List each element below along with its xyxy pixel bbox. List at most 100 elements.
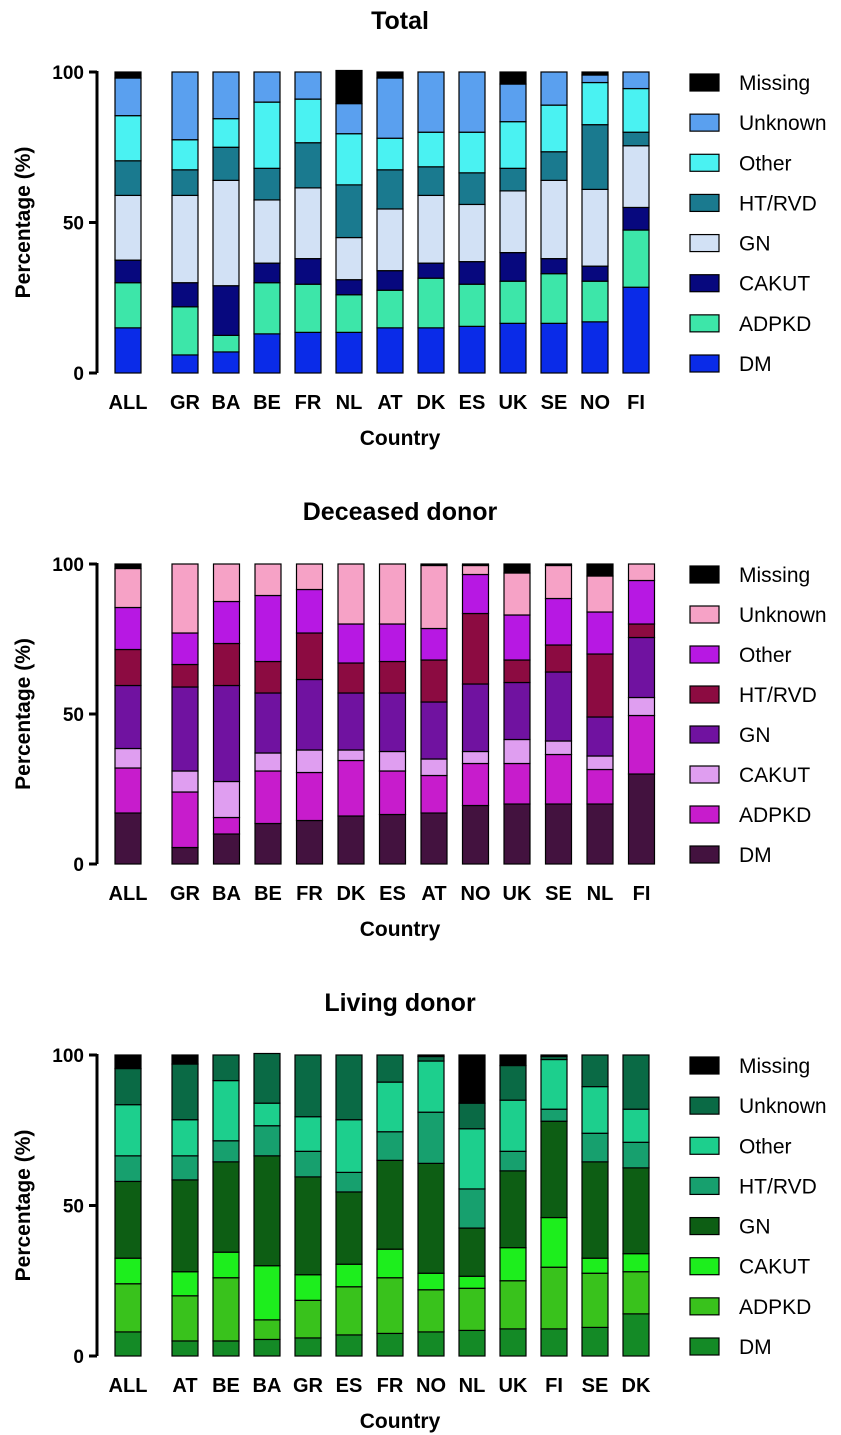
bar-segment-be-ht-rvd xyxy=(254,660,282,694)
bar-segment-ba-dm xyxy=(212,833,241,865)
bar-segment-all-ht-rvd xyxy=(114,648,142,687)
bar-segment-ba-unknown xyxy=(212,71,240,120)
bar-segment-ba-cakut xyxy=(212,285,240,336)
bar-segment-fr-dm xyxy=(294,331,322,374)
bar-segment-ba-ht-rvd xyxy=(212,146,240,181)
bar-segment-fr-dm xyxy=(295,819,324,865)
legend-label-missing: Missing xyxy=(739,72,810,95)
bar-segment-no-cakut xyxy=(461,750,490,765)
bar-segment-all-other xyxy=(114,115,142,162)
bar-segment-uk-ht-rvd xyxy=(499,167,527,192)
bar-segment-es-dm xyxy=(458,325,486,374)
x-tick-label-nl: NL xyxy=(587,883,614,905)
bar-segment-nl-dm xyxy=(586,803,614,865)
x-tick-label-nl: NL xyxy=(459,1375,486,1397)
bar-segment-at-cakut xyxy=(420,758,448,777)
bar-segment-at-ht-rvd xyxy=(420,659,448,703)
bar-segment-at-other xyxy=(171,1119,199,1157)
bar-segment-be-adpkd xyxy=(254,770,282,825)
bar-segment-uk-adpkd xyxy=(499,1280,527,1330)
bar-segment-gr-ht-rvd xyxy=(171,169,199,197)
bar-segment-gr-cakut xyxy=(171,770,199,793)
legend-label-ht-rvd: HT/RVD xyxy=(739,192,817,215)
bar-segment-es-dm xyxy=(378,813,407,865)
x-tick-label-dk: DK xyxy=(417,392,446,414)
bar-segment-at-cakut xyxy=(376,270,404,291)
legend-label-dm: DM xyxy=(739,353,772,376)
bar-segment-nl-adpkd xyxy=(335,294,363,333)
legend-label-adpkd: ADPKD xyxy=(739,804,811,827)
bar-segment-se-dm xyxy=(581,1326,609,1357)
bar-segment-fr-dm xyxy=(376,1332,404,1357)
bar-segment-at-other xyxy=(420,627,448,661)
chart-panel-living-donor: Living donor Percentage (%) 0 50 100 ALL AT BE B… xyxy=(12,989,827,1433)
bar-segment-gr-ht-rvd xyxy=(294,1150,322,1178)
x-tick-label-fr: FR xyxy=(295,392,322,414)
bar-segment-dk-unknown xyxy=(337,563,365,625)
legend-swatch-adpkd xyxy=(689,314,720,333)
bar-segment-fr-other xyxy=(376,1081,404,1133)
legend-label-unknown: Unknown xyxy=(739,604,827,627)
bar-segment-fr-unknown xyxy=(295,563,324,591)
bar-segment-uk-cakut xyxy=(499,252,527,282)
bar-segment-dk-unknown xyxy=(417,71,445,133)
x-tick-label-gr: GR xyxy=(293,1375,324,1397)
bar-segment-uk-dm xyxy=(503,803,531,865)
bar-segment-be-unknown xyxy=(254,563,282,597)
bar-segment-all-cakut xyxy=(114,1257,142,1285)
bar-segment-nl-dm xyxy=(335,331,363,374)
bar-segment-uk-dm xyxy=(499,322,527,374)
x-tick-label-ba: BA xyxy=(212,883,241,905)
bar-segment-es-gn xyxy=(335,1191,363,1265)
bar-segment-no-ht-rvd xyxy=(461,612,490,685)
bar-segment-all-ht-rvd xyxy=(114,1155,142,1183)
bar-segment-ba-other xyxy=(253,1102,281,1127)
bar-segment-ba-cakut xyxy=(253,1265,281,1321)
bar-series-group xyxy=(114,563,656,865)
bar-segment-uk-gn xyxy=(503,681,531,741)
bar-segment-gr-ht-rvd xyxy=(171,663,199,688)
bar-segment-es-ht-rvd xyxy=(458,172,486,206)
bar-segment-nl-missing xyxy=(586,563,614,577)
bar-segment-dk-dm xyxy=(622,1313,650,1357)
bar-segment-fi-dm xyxy=(622,286,650,374)
x-tick-label-se: SE xyxy=(545,883,572,905)
bar-segment-uk-cakut xyxy=(499,1247,527,1282)
bar-segment-at-dm xyxy=(420,812,448,865)
bar-segment-all-cakut xyxy=(114,747,142,769)
bar-segment-dk-dm xyxy=(337,815,365,865)
bar-segment-se-cakut xyxy=(581,1257,609,1274)
x-tick-label-ba: BA xyxy=(212,392,241,414)
bar-segment-dk-adpkd xyxy=(417,277,445,329)
bar-segment-fr-cakut xyxy=(295,749,324,774)
bar-segment-be-dm xyxy=(254,822,282,865)
bar-segment-no-unknown xyxy=(461,564,490,576)
bar-segment-fr-adpkd xyxy=(294,283,322,333)
legend-label-unknown: Unknown xyxy=(739,1095,827,1118)
x-tick-label-at: AT xyxy=(421,883,446,905)
bar-segment-ba-cakut xyxy=(212,780,241,819)
legend-label-dm: DM xyxy=(739,1336,772,1359)
bar-segment-no-gn xyxy=(461,683,490,753)
bar-segment-fi-cakut xyxy=(622,206,650,231)
bar-segment-all-dm xyxy=(114,1331,142,1357)
bar-segment-se-unknown xyxy=(540,71,568,106)
bar-segment-fr-cakut xyxy=(294,258,322,285)
legend-swatch-unknown xyxy=(689,113,720,132)
bar-segment-es-other xyxy=(378,623,407,663)
legend-label-missing: Missing xyxy=(739,564,810,587)
bar-segment-se-missing xyxy=(544,563,573,567)
bar-segment-at-ht-rvd xyxy=(376,169,404,210)
bar-segment-uk-gn xyxy=(499,190,527,254)
bar-segment-dk-ht-rvd xyxy=(337,662,365,694)
bar-segment-dk-cakut xyxy=(417,262,445,279)
legend-swatch-unknown xyxy=(689,605,720,624)
bar-segment-nl-adpkd xyxy=(458,1287,486,1332)
bar-segment-dk-other xyxy=(337,623,365,664)
bar-segment-es-other xyxy=(458,131,486,174)
bar-segment-se-adpkd xyxy=(581,1272,609,1329)
bar-segment-at-unknown xyxy=(420,564,448,630)
x-tick-label-all: ALL xyxy=(109,883,148,905)
bar-segment-dk-adpkd xyxy=(622,1271,650,1315)
bar-segment-fr-unknown xyxy=(294,71,322,100)
